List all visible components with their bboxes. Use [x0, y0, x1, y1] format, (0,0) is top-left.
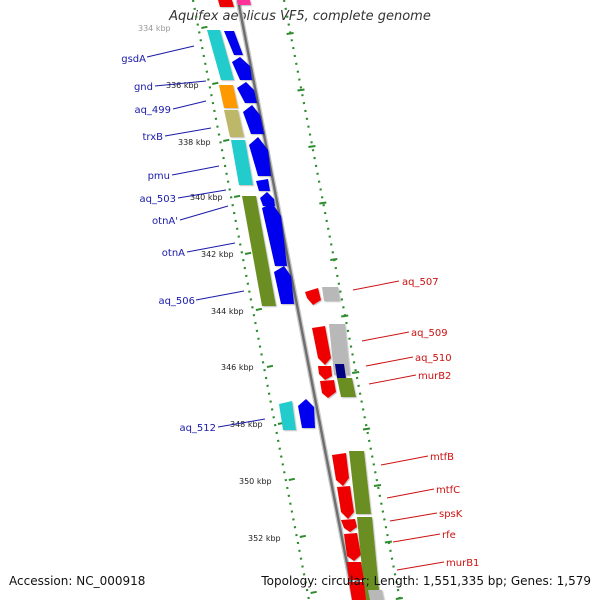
gene-feature-partial[interactable]: [237, 0, 251, 5]
gene-murB1-arrow[interactable]: [347, 562, 364, 580]
scale-ruler: 334 kbp 336 kbp 338 kbp 340 kbp 342 kbp …: [138, 24, 403, 600]
label-connectors: [146, 45, 445, 571]
scale-tick: [351, 371, 360, 374]
gene-label-aq499[interactable]: aq_499: [134, 105, 171, 116]
gene-gsdA-arrow[interactable]: [224, 31, 243, 55]
gene-aq499-arrow[interactable]: [237, 82, 257, 103]
scale-label: 338 kbp: [178, 138, 211, 147]
scale-tick: [308, 145, 316, 148]
scale-tick: [330, 258, 338, 261]
scale-tick: [310, 590, 317, 594]
gene-mtfC-arrow[interactable]: [337, 486, 354, 519]
gene-label-aq509[interactable]: aq_509: [411, 328, 448, 339]
gene-mtfB-track[interactable]: [349, 451, 371, 514]
gene-label-gnd[interactable]: gnd: [134, 82, 153, 93]
genome-backbone: [235, 0, 357, 600]
scale-label: 346 kbp: [221, 363, 254, 372]
gene-label-aq503[interactable]: aq_503: [139, 194, 176, 205]
gene-label-rfe[interactable]: rfe: [442, 530, 456, 541]
gene-aq510-arrow[interactable]: [318, 366, 332, 380]
gene-feature-partial[interactable]: [349, 582, 366, 600]
scale-tick: [319, 201, 327, 205]
gene-aq507-arrow[interactable]: [305, 288, 321, 305]
gene-gnd-arrow[interactable]: [232, 57, 252, 80]
scale-tick: [223, 138, 230, 142]
scale-label: 342 kbp: [201, 250, 234, 259]
gene-label-aq506[interactable]: aq_506: [158, 296, 195, 307]
gene-aq510-track[interactable]: [335, 364, 346, 378]
gene-aq512-track[interactable]: [279, 401, 296, 430]
gene-otnA-track[interactable]: [242, 196, 276, 306]
gene-label-aq512[interactable]: aq_512: [179, 423, 216, 434]
gene-aq506-arrow[interactable]: [274, 266, 294, 304]
gene-label-murB1[interactable]: murB1: [446, 558, 479, 569]
map-title: Aquifex aeolicus VF5, complete genome: [169, 9, 431, 24]
gene-gsdA-track[interactable]: [207, 30, 234, 80]
gene-spsK-arrow[interactable]: [341, 519, 357, 532]
gene-murB2-track[interactable]: [337, 378, 356, 397]
footer-topology: Topology: circular; Length: 1,551,335 bp…: [261, 574, 591, 588]
track-guides: [191, 0, 402, 600]
scale-tick: [255, 307, 263, 311]
gene-gnd-track[interactable]: [219, 85, 238, 108]
scale-tick: [299, 534, 307, 538]
scale-tick: [244, 251, 252, 255]
gene-murB2-arrow[interactable]: [320, 380, 336, 398]
gene-label-murB2[interactable]: murB2: [418, 371, 451, 382]
scale-tick: [212, 81, 219, 85]
gene-aq507-track[interactable]: [322, 287, 340, 301]
guide-left-outer: [191, 0, 311, 600]
scale-tick: [286, 32, 294, 35]
gene-aq509-arrow[interactable]: [312, 326, 331, 365]
gene-rfe-track[interactable]: [357, 517, 380, 600]
scale-tick: [297, 88, 305, 92]
gene-label-spsK[interactable]: spsK: [439, 509, 463, 520]
gene-labels: gsdA gnd aq_499 trxB pmu aq_503 otnA' ot…: [121, 54, 479, 569]
gene-rfe-arrow[interactable]: [344, 533, 361, 561]
gene-label-mtfB[interactable]: mtfB: [430, 452, 454, 463]
scale-tick: [341, 314, 349, 318]
gene-aq503-arrow[interactable]: [256, 179, 270, 191]
gene-features: [207, 0, 384, 600]
scale-tick: [266, 364, 274, 368]
gene-feature-partial[interactable]: [368, 590, 384, 600]
gene-label-otnA-prime[interactable]: otnA': [152, 216, 178, 227]
gene-trxB-arrow[interactable]: [243, 105, 264, 134]
gene-otnA-arrow[interactable]: [262, 203, 287, 266]
scale-tick: [395, 597, 403, 600]
gene-aq512-arrow[interactable]: [298, 399, 315, 428]
gene-feature-partial[interactable]: [218, 0, 234, 7]
scale-label: 350 kbp: [239, 477, 272, 486]
guide-right-outer: [282, 0, 402, 600]
scale-tick: [201, 25, 208, 29]
scale-label: 344 kbp: [211, 307, 244, 316]
gene-label-trxB[interactable]: trxB: [142, 132, 163, 143]
scale-label: 334 kbp: [138, 24, 171, 33]
scale-tick: [362, 427, 371, 431]
gene-label-otnA[interactable]: otnA: [162, 248, 185, 259]
scale-tick: [233, 194, 241, 198]
gene-pmu-track[interactable]: [231, 140, 253, 185]
gene-label-gsdA[interactable]: gsdA: [121, 54, 146, 65]
gene-pmu-arrow[interactable]: [249, 137, 271, 176]
gene-label-aq507[interactable]: aq_507: [402, 277, 439, 288]
gene-aq499-track[interactable]: [224, 110, 244, 137]
scale-label: 340 kbp: [190, 193, 223, 202]
gene-label-pmu[interactable]: pmu: [148, 171, 170, 182]
scale-label: 336 kbp: [166, 81, 199, 90]
gene-label-mtfC[interactable]: mtfC: [436, 485, 460, 496]
scale-tick: [373, 484, 382, 487]
gene-mtfB-arrow[interactable]: [332, 453, 349, 486]
gene-otnA-prime-arrow[interactable]: [260, 192, 275, 206]
gene-label-aq510[interactable]: aq_510: [415, 353, 452, 364]
footer-accession: Accession: NC_000918: [9, 574, 146, 588]
scale-tick: [288, 477, 295, 481]
gene-aq509-track[interactable]: [329, 324, 350, 375]
scale-label: 352 kbp: [248, 534, 281, 543]
scale-tick: [384, 540, 393, 544]
scale-label: 348 kbp: [230, 420, 263, 429]
